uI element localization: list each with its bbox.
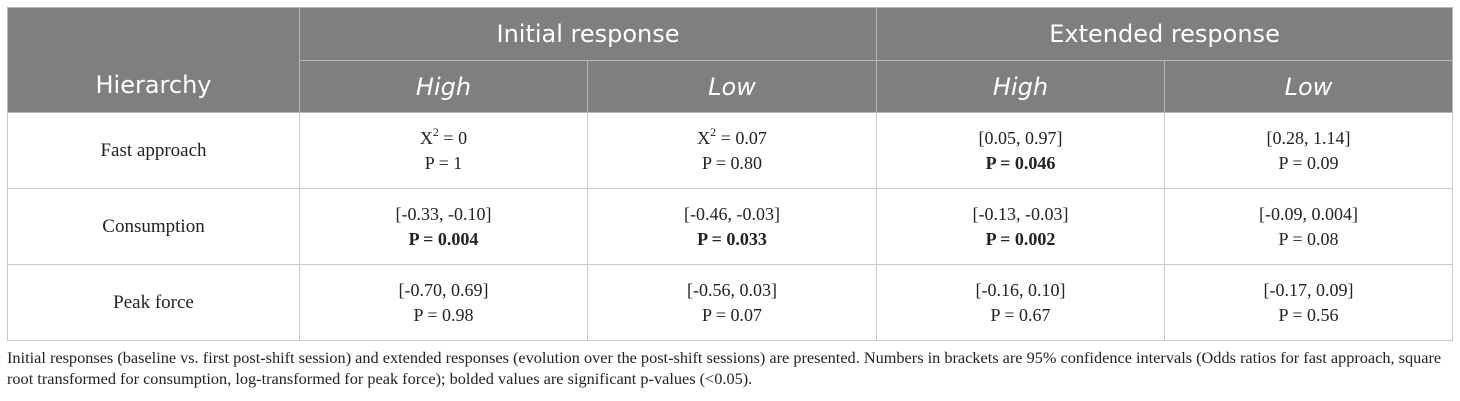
chi-value: = 0.07 — [716, 127, 767, 148]
table-cell: [-0.13, -0.03] P = 0.002 — [876, 188, 1166, 265]
confidence-interval: [-0.46, -0.03] — [684, 203, 780, 224]
confidence-interval: [-0.56, 0.03] — [687, 279, 777, 300]
initial-low-header: Low — [586, 60, 878, 113]
table-cell: [-0.16, 0.10] P = 0.67 — [876, 264, 1166, 341]
row-label: Consumption — [7, 188, 300, 265]
p-value: P = 0.08 — [1278, 228, 1339, 249]
table-cell: X2 = 0 P = 1 — [299, 112, 588, 189]
confidence-interval: [-0.70, 0.69] — [398, 279, 489, 300]
table-caption: Initial responses (baseline vs. first po… — [7, 348, 1442, 388]
table-header: Hierarchy Initial response Extended resp… — [7, 7, 1454, 113]
extended-low-header: Low — [1164, 60, 1454, 113]
chi-value: = 0 — [438, 127, 468, 148]
p-value: P = 0.09 — [1278, 152, 1339, 173]
superscript: 2 — [432, 124, 439, 139]
table-row: Peak force [-0.70, 0.69] P = 0.98 [-0.56… — [7, 264, 1454, 341]
confidence-interval: [0.28, 1.14] — [1266, 127, 1351, 148]
p-value-significant: P = 0.002 — [985, 228, 1056, 249]
table-cell: [-0.46, -0.03] P = 0.033 — [586, 188, 878, 265]
table-cell: X2 = 0.07 P = 0.80 — [586, 112, 878, 189]
p-value-significant: P = 0.046 — [985, 152, 1056, 173]
table-cell: [-0.17, 0.09] P = 0.56 — [1164, 264, 1454, 341]
results-table: Hierarchy Initial response Extended resp… — [7, 7, 1454, 341]
initial-high-header: High — [299, 60, 588, 113]
extended-response-header: Extended response — [876, 7, 1454, 61]
confidence-interval: [-0.09, 0.004] — [1259, 203, 1358, 224]
table-cell: [0.05, 0.97] P = 0.046 — [876, 112, 1166, 189]
confidence-interval: [0.05, 0.97] — [978, 127, 1063, 148]
table-cell: [-0.09, 0.004] P = 0.08 — [1164, 188, 1454, 265]
superscript: 2 — [710, 124, 717, 139]
p-value: P = 0.56 — [1278, 304, 1339, 325]
table-body: Fast approach X2 = 0 P = 1 X2 = 0.07 P =… — [7, 112, 1454, 341]
p-value: P = 0.07 — [702, 304, 762, 325]
confidence-interval: [-0.16, 0.10] — [975, 279, 1066, 300]
results-table-wrapper: Hierarchy Initial response Extended resp… — [7, 7, 1454, 341]
p-value: P = 0.80 — [702, 152, 762, 173]
row-label: Fast approach — [7, 112, 300, 189]
confidence-interval: [-0.13, -0.03] — [972, 203, 1069, 224]
p-value-significant: P = 0.004 — [408, 228, 479, 249]
confidence-interval: [-0.17, 0.09] — [1263, 279, 1354, 300]
p-value: P = 1 — [424, 152, 463, 173]
table-row: Fast approach X2 = 0 P = 1 X2 = 0.07 P =… — [7, 112, 1454, 189]
cell-line-1: X2 = 0 — [300, 126, 587, 151]
cell-line-1: X2 = 0.07 — [588, 126, 876, 151]
row-label: Peak force — [7, 264, 300, 341]
p-value-significant: P = 0.033 — [697, 228, 767, 249]
hierarchy-header: Hierarchy — [7, 7, 300, 113]
table-cell: [-0.33, -0.10] P = 0.004 — [299, 188, 588, 265]
table-cell: [-0.70, 0.69] P = 0.98 — [299, 264, 588, 341]
p-value: P = 0.67 — [990, 304, 1051, 325]
table-cell: [-0.56, 0.03] P = 0.07 — [586, 264, 878, 341]
initial-response-header: Initial response — [298, 7, 878, 61]
table-cell: [0.28, 1.14] P = 0.09 — [1164, 112, 1454, 189]
extended-high-header: High — [876, 60, 1166, 113]
table-row: Consumption [-0.33, -0.10] P = 0.004 [-0… — [7, 188, 1454, 265]
p-value: P = 0.98 — [413, 304, 474, 325]
confidence-interval: [-0.33, -0.10] — [395, 203, 492, 224]
chi-symbol: X — [419, 127, 433, 148]
chi-symbol: X — [697, 127, 711, 148]
